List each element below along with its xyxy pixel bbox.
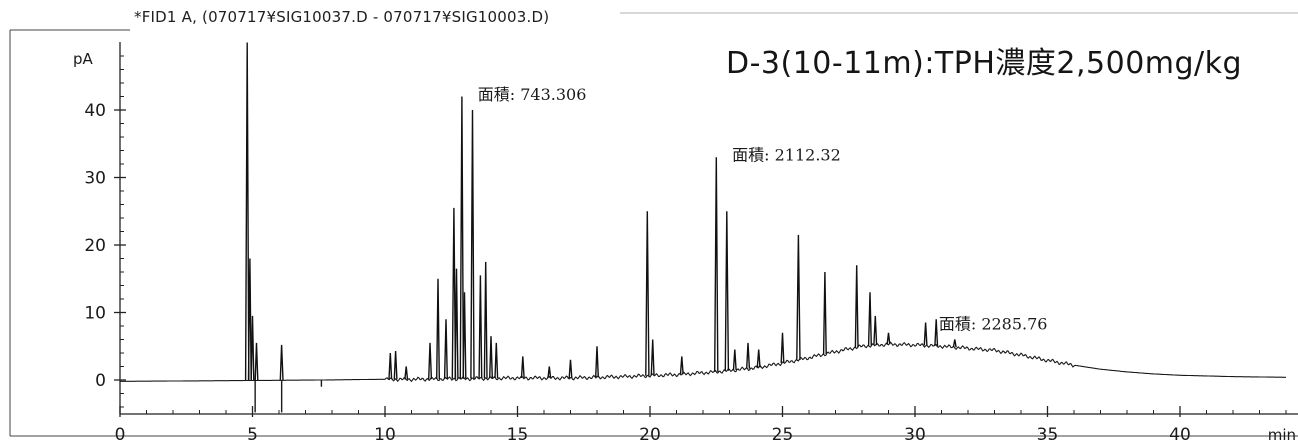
- peak: [867, 292, 872, 346]
- x-tick-label: 0: [115, 425, 126, 443]
- peak: [714, 157, 719, 372]
- peak: [595, 346, 599, 378]
- peak: [756, 349, 761, 368]
- peak: [650, 339, 655, 376]
- peak: [489, 336, 493, 379]
- peak: [393, 350, 398, 380]
- peak: [494, 342, 499, 379]
- peak: [254, 342, 259, 381]
- x-tick-label: 10: [374, 425, 396, 443]
- x-tick-label: 40: [1169, 425, 1191, 443]
- peak: [934, 319, 939, 347]
- peak: [459, 96, 465, 379]
- peak: [462, 292, 467, 379]
- peak: [451, 207, 457, 379]
- y-axis-label: pA: [73, 50, 94, 68]
- area-annotation: 面積: 2285.76: [939, 314, 1048, 333]
- peak: [404, 366, 409, 380]
- peak: [547, 366, 552, 379]
- peak: [746, 342, 751, 369]
- peak: [483, 261, 488, 379]
- peak: [443, 319, 448, 379]
- peak: [478, 275, 483, 379]
- area-annotation: 面積: 743.306: [478, 85, 587, 104]
- area-annotation: 面積: 2112.32: [732, 146, 841, 165]
- peak: [886, 332, 891, 345]
- x-tick-label: 25: [772, 425, 794, 443]
- peak: [244, 42, 250, 381]
- peak: [780, 332, 785, 364]
- peak: [250, 315, 255, 381]
- baseline-trace: [119, 341, 1286, 383]
- peak: [520, 356, 525, 379]
- peak: [796, 234, 801, 360]
- y-tick-label: 30: [84, 169, 106, 189]
- x-tick-label: 35: [1037, 425, 1059, 443]
- y-tick-label: 20: [84, 236, 106, 256]
- x-tick-label: 30: [904, 425, 926, 443]
- peak: [454, 268, 459, 379]
- peak: [724, 211, 730, 371]
- peak: [388, 352, 393, 380]
- peak: [679, 356, 684, 375]
- y-tick-label: 10: [84, 304, 106, 324]
- x-tick-label: 20: [639, 425, 661, 443]
- peak: [428, 342, 433, 380]
- peak: [732, 349, 737, 371]
- chart-title: *FID1 A, (070717¥SIG10037.D - 070717¥SIG…: [134, 8, 550, 26]
- x-tick-label: 5: [247, 425, 258, 443]
- peak: [247, 258, 252, 381]
- x-axis-label: min: [1268, 426, 1296, 443]
- x-tick-label: 15: [507, 425, 529, 443]
- y-tick-label: 40: [84, 101, 106, 121]
- peak: [952, 339, 957, 348]
- peak: [568, 359, 573, 379]
- peak: [822, 271, 827, 355]
- peak: [873, 315, 878, 346]
- peak: [645, 211, 650, 376]
- y-tick-label: 0: [95, 371, 106, 391]
- sample-label: D-3(10-11m):TPH濃度2,500mg/kg: [726, 46, 1243, 81]
- peak: [279, 344, 284, 381]
- peak: [923, 322, 928, 346]
- peak: [854, 265, 859, 348]
- peak: [436, 278, 440, 380]
- peak: [470, 109, 475, 379]
